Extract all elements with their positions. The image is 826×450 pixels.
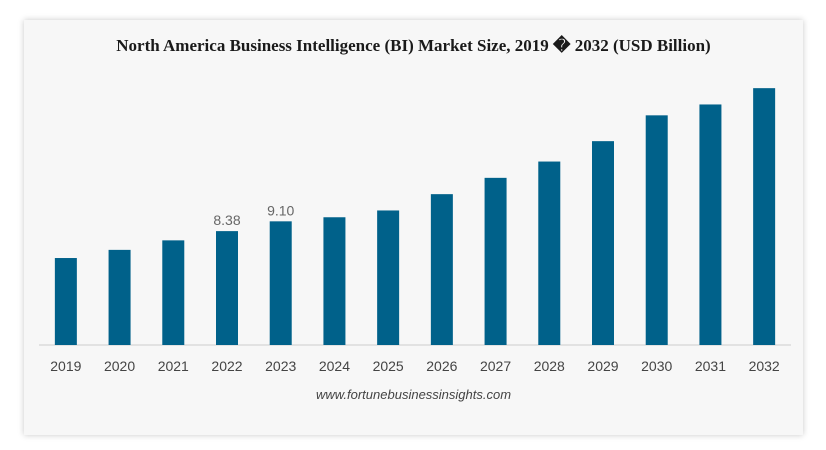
x-tick-label-2024: 2024 xyxy=(319,358,350,374)
bar-2021 xyxy=(162,240,185,345)
x-tick-label-2025: 2025 xyxy=(373,358,404,374)
bar-2022 xyxy=(216,231,238,345)
bar-2030 xyxy=(645,115,668,345)
chart-card: North America Business Intelligence (BI)… xyxy=(24,20,803,435)
data-label-2022: 8.38 xyxy=(213,212,240,228)
bar-chart: 2019 2020 2021 2022 2023 2024 2025 2026 2027 2028… xyxy=(39,88,791,374)
bar-2027 xyxy=(484,177,507,345)
x-tick-label-2030: 2030 xyxy=(641,358,672,374)
x-tick-label-2019: 2019 xyxy=(50,358,81,374)
x-tick-label-2029: 2029 xyxy=(587,358,618,374)
bar-2025 xyxy=(377,210,400,345)
bar-2032 xyxy=(753,88,776,346)
bar-2024 xyxy=(323,217,346,345)
x-tick-label-2031: 2031 xyxy=(695,358,726,374)
bar-2028 xyxy=(538,161,561,345)
bar-2023 xyxy=(269,221,292,345)
bar-2020 xyxy=(108,249,131,345)
x-tick-label-2020: 2020 xyxy=(104,358,135,374)
data-label-2023: 9.10 xyxy=(267,202,294,218)
bar-2029 xyxy=(592,141,614,345)
bar-2026 xyxy=(430,194,453,345)
x-tick-label-2021: 2021 xyxy=(158,358,189,374)
bar-2019 xyxy=(54,258,77,345)
x-tick-label-2028: 2028 xyxy=(534,358,565,374)
chart-title: North America Business Intelligence (BI)… xyxy=(116,36,711,55)
x-tick-label-2026: 2026 xyxy=(426,358,457,374)
x-tick-label-2022: 2022 xyxy=(211,358,242,374)
source-credit: www.fortunebusinessinsights.com xyxy=(315,387,512,402)
x-tick-label-2032: 2032 xyxy=(749,358,780,374)
bar-2031 xyxy=(699,104,722,345)
x-tick-label-2023: 2023 xyxy=(265,358,296,374)
x-tick-label-2027: 2027 xyxy=(480,358,511,374)
